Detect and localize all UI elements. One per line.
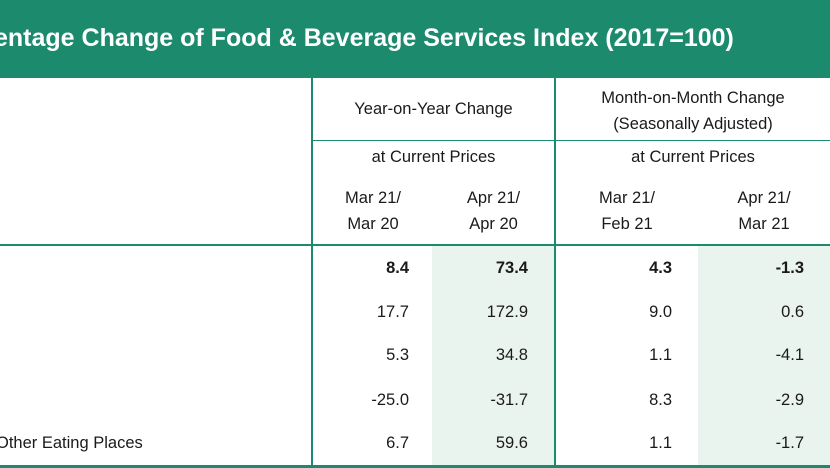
header-prices-yoy: at Current Prices (371, 148, 496, 166)
row-4-mar-mom: 8.3 (649, 391, 672, 409)
row-5-mar-yoy: 6.7 (386, 434, 409, 452)
period-3-line2: Feb 21 (601, 215, 653, 233)
row-2-mar-yoy: 17.7 (376, 303, 409, 321)
row-5-label: Other Eating Places (0, 434, 143, 452)
divider-h1 (312, 140, 830, 141)
header-mom-line1: Month-on-Month Change (601, 89, 785, 107)
row-3-apr-mom: -4.1 (775, 346, 804, 364)
period-4-line1: Apr 21/ (737, 189, 791, 207)
data-table: Year-on-Year Change Month-on-Month Chang… (0, 78, 830, 468)
divider-bottom (0, 465, 830, 468)
row-5-apr-yoy: 59.6 (495, 434, 528, 452)
shade-apr-mom (698, 245, 830, 466)
row-1-apr-yoy: 73.4 (495, 259, 528, 277)
row-5-mar-mom: 1.1 (649, 434, 672, 452)
divider-h2 (0, 244, 830, 246)
header-mom-line2: (Seasonally Adjusted) (613, 115, 773, 133)
period-3-line1: Mar 21/ (599, 189, 655, 207)
period-1-line1: Mar 21/ (345, 189, 401, 207)
period-2-line1: Apr 21/ (466, 189, 521, 207)
row-4-apr-mom: -2.9 (775, 391, 804, 409)
period-2-line2: Apr 20 (469, 215, 518, 233)
row-1-mar-mom: 4.3 (649, 259, 672, 277)
row-3-apr-yoy: 34.8 (495, 346, 528, 364)
header-prices-mom: at Current Prices (631, 148, 755, 166)
divider-v2 (554, 78, 556, 468)
row-4-apr-yoy: -31.7 (490, 391, 528, 409)
period-1-line2: Mar 20 (347, 215, 399, 233)
row-2-mar-mom: 9.0 (649, 303, 672, 321)
title-bar: entage Change of Food & Beverage Service… (0, 0, 830, 78)
shade-apr-yoy (432, 245, 555, 466)
row-1-apr-mom: -1.3 (775, 259, 804, 277)
row-4-mar-yoy: -25.0 (371, 391, 409, 409)
row-3-mar-mom: 1.1 (649, 346, 672, 364)
header-yoy: Year-on-Year Change (354, 100, 513, 118)
row-1-mar-yoy: 8.4 (386, 259, 409, 277)
row-2-apr-mom: 0.6 (781, 303, 804, 321)
divider-v1 (311, 78, 313, 468)
row-2-apr-yoy: 172.9 (486, 303, 528, 321)
table-title: entage Change of Food & Beverage Service… (0, 24, 734, 52)
row-5-apr-mom: -1.7 (775, 434, 804, 452)
period-4-line2: Mar 21 (738, 215, 790, 233)
row-3-mar-yoy: 5.3 (386, 346, 409, 364)
